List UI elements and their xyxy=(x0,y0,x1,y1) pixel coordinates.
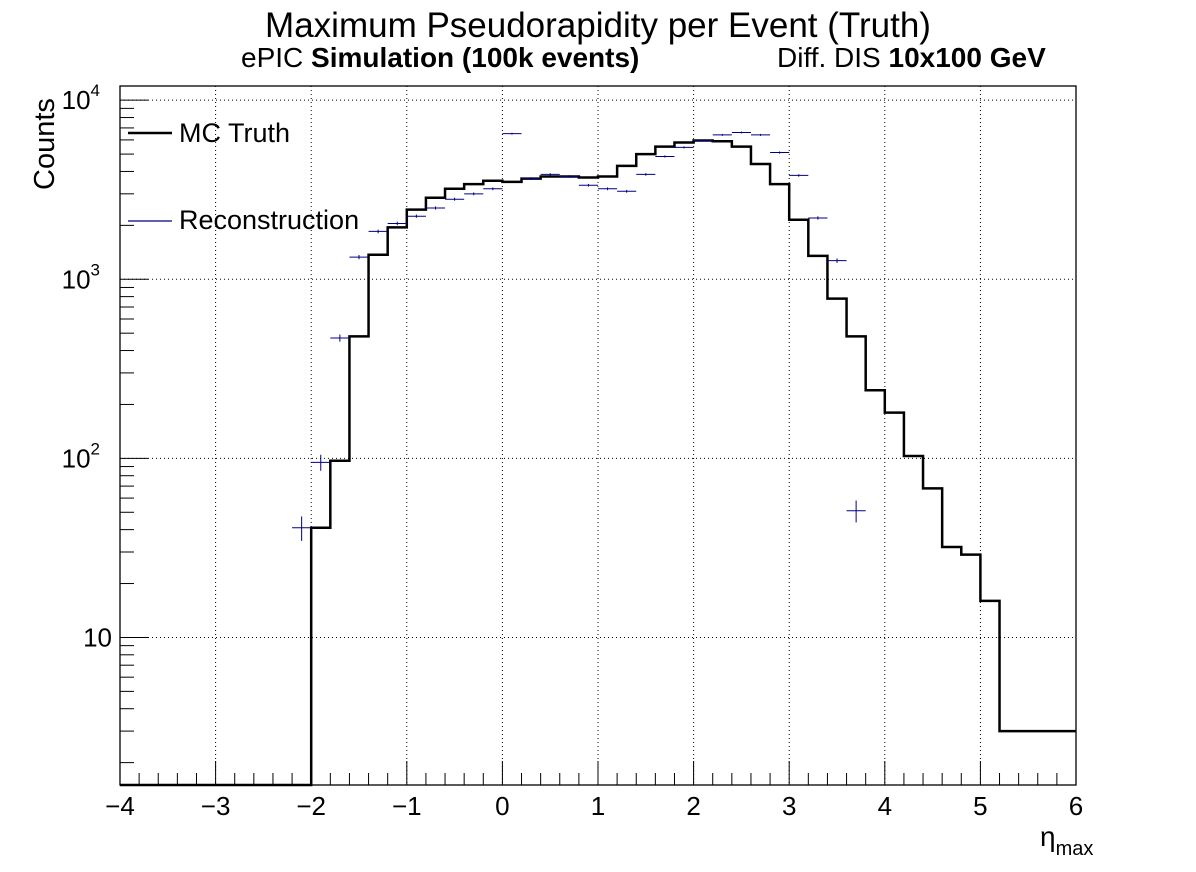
y-tick-label: 10 xyxy=(83,622,112,652)
reco-data-point xyxy=(617,189,637,193)
reco-data-point xyxy=(425,206,446,210)
experiment-name: ePIC xyxy=(241,42,304,73)
legend: MC Truth Reconstruction xyxy=(128,118,359,235)
chart-title: Maximum Pseudorapidity per Event (Truth) xyxy=(265,6,931,45)
reco-data-point xyxy=(655,155,675,158)
x-tick-label: −2 xyxy=(296,791,326,821)
simulation-label: Simulation (100k events) xyxy=(311,42,640,73)
process-label: Diff. DIS 10x100 GeV xyxy=(777,42,1046,74)
x-tick-label: 6 xyxy=(1069,791,1083,821)
reco-data-point xyxy=(464,192,484,196)
reco-data-point xyxy=(636,173,656,176)
reco-data-point xyxy=(330,334,350,342)
y-tick-label: 103 xyxy=(62,260,100,294)
reco-data-point xyxy=(750,133,771,136)
reco-data-point xyxy=(808,216,828,220)
x-tick-label: 0 xyxy=(495,791,509,821)
mc-truth-step-line xyxy=(120,139,1076,787)
reco-data-point xyxy=(387,221,407,226)
y-tick-label: 104 xyxy=(62,81,100,115)
reco-data-point xyxy=(827,258,847,263)
y-axis: 104 103 102 10 xyxy=(62,81,148,764)
reco-data-point xyxy=(712,133,732,136)
reco-data-point xyxy=(789,174,809,177)
x-tick-label: −3 xyxy=(201,791,231,821)
reco-data-point xyxy=(559,175,579,178)
reco-data-point xyxy=(674,146,694,149)
x-tick-label: 1 xyxy=(591,791,605,821)
reco-data-point xyxy=(598,187,618,191)
x-tick-label: 3 xyxy=(782,791,796,821)
reco-data-point xyxy=(731,131,751,134)
reco-data-point xyxy=(368,229,388,234)
reco-data-point xyxy=(578,183,598,187)
process-name: Diff. DIS xyxy=(777,42,881,73)
reco-data-point xyxy=(483,187,503,191)
beam-energy-label: 10x100 GeV xyxy=(888,42,1046,73)
reco-data-point xyxy=(349,254,369,260)
series-reconstruction xyxy=(292,131,866,541)
reco-data-point xyxy=(770,151,790,154)
x-tick-label: 4 xyxy=(878,791,892,821)
legend-mc-truth-label: MC Truth xyxy=(179,118,290,148)
y-axis-label: Counts xyxy=(29,98,61,190)
grid-lines xyxy=(120,86,1076,785)
reco-data-point xyxy=(521,177,541,180)
series-mc-truth xyxy=(120,139,1076,787)
x-tick-label: −1 xyxy=(392,791,422,821)
x-tick-label: 5 xyxy=(973,791,987,821)
reco-data-point xyxy=(445,197,465,201)
x-axis: −4 −3 −2 −1 0 1 2 3 4 5 6 xyxy=(105,761,1083,821)
reco-data-point xyxy=(406,214,426,218)
x-tick-label: 2 xyxy=(686,791,700,821)
reco-data-point xyxy=(693,139,713,142)
reco-data-point xyxy=(502,132,522,135)
experiment-label: ePIC Simulation (100k events) xyxy=(241,42,639,74)
reco-data-point xyxy=(292,516,312,541)
x-axis-label: ηmax xyxy=(1040,821,1093,860)
y-tick-label: 102 xyxy=(62,439,100,473)
reco-data-point xyxy=(540,173,560,176)
reco-data-point xyxy=(311,454,331,471)
legend-reconstruction-label: Reconstruction xyxy=(179,205,359,235)
reco-data-point xyxy=(846,500,866,523)
x-tick-label: −4 xyxy=(105,791,135,821)
